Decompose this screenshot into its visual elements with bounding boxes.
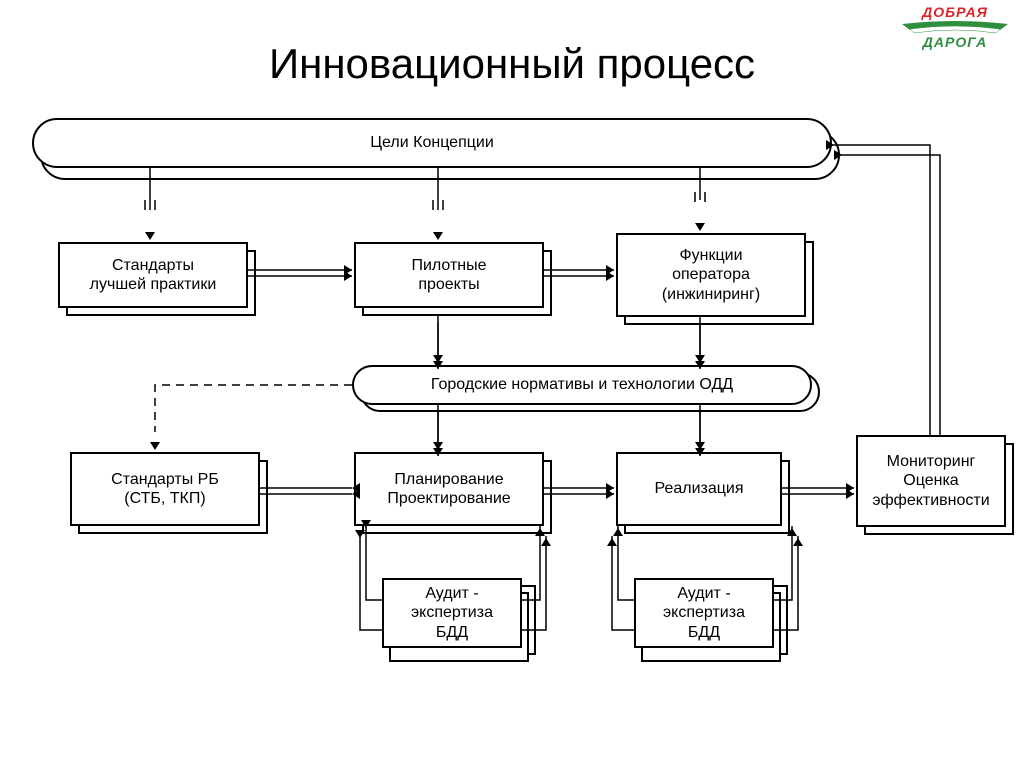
node-label-aud2: Аудит - экспертиза БДД — [663, 584, 745, 642]
node-label-aud1: Аудит - экспертиза БДД — [411, 584, 493, 642]
node-label-std_best: Стандарты лучшей практики — [90, 256, 217, 294]
node-func: Функции оператора (инжиниринг) — [616, 233, 806, 317]
node-label-func: Функции оператора (инжиниринг) — [662, 246, 760, 304]
node-std_rb: Стандарты РБ (СТБ, ТКП) — [70, 452, 260, 526]
node-plan: Планирование Проектирование — [354, 452, 544, 526]
node-label-std_rb: Стандарты РБ (СТБ, ТКП) — [111, 470, 219, 508]
node-std_best: Стандарты лучшей практики — [58, 242, 248, 308]
node-city: Городские нормативы и технологии ОДД — [352, 365, 812, 405]
node-label-city: Городские нормативы и технологии ОДД — [431, 376, 733, 394]
logo-line1: ДОБРАЯ — [900, 4, 1010, 20]
page-title: Инновационный процесс — [0, 40, 1024, 88]
node-label-mon: Мониторинг Оценка эффективности — [872, 452, 989, 510]
node-pilot: Пилотные проекты — [354, 242, 544, 308]
diagram-canvas: ДОБРАЯ ДАРОГА Инновационный процесс Цели… — [0, 0, 1024, 768]
node-aud1: Аудит - экспертиза БДД — [382, 578, 522, 648]
node-label-pilot: Пилотные проекты — [411, 256, 486, 294]
node-label-real: Реализация — [654, 479, 743, 498]
node-goals: Цели Концепции — [32, 118, 832, 168]
node-label-plan: Планирование Проектирование — [387, 470, 510, 508]
node-mon: Мониторинг Оценка эффективности — [856, 435, 1006, 527]
node-aud2: Аудит - экспертиза БДД — [634, 578, 774, 648]
node-label-goals: Цели Концепции — [370, 134, 494, 152]
logo-road-icon — [900, 20, 1010, 34]
node-real: Реализация — [616, 452, 782, 526]
